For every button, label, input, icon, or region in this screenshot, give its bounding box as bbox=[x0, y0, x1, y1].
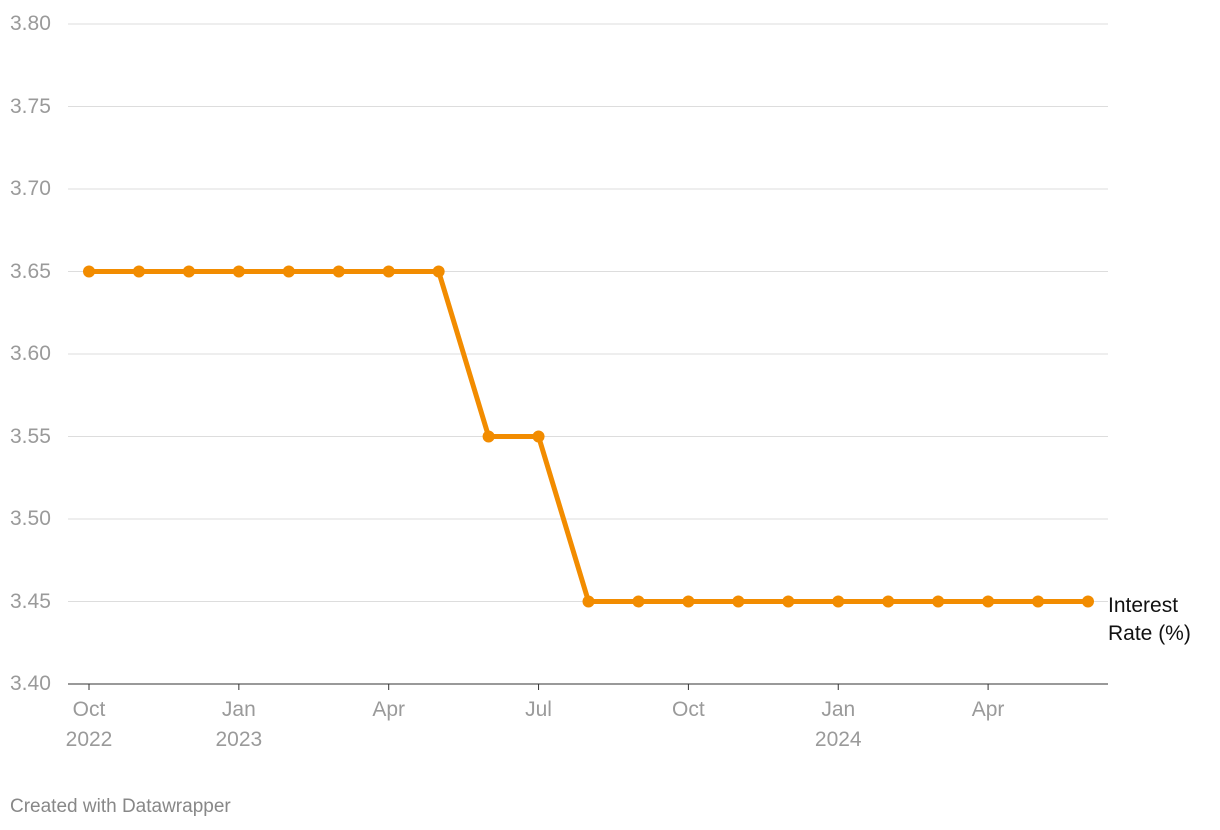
point bbox=[782, 595, 795, 608]
point bbox=[882, 595, 895, 608]
point bbox=[682, 595, 695, 608]
point bbox=[432, 265, 445, 278]
point bbox=[182, 265, 195, 278]
x-tick-label: Jul bbox=[525, 698, 552, 721]
y-tick-label: 3.45 bbox=[10, 589, 51, 613]
point bbox=[982, 595, 995, 608]
point bbox=[932, 595, 945, 608]
point bbox=[582, 595, 595, 608]
y-tick-label: 3.70 bbox=[10, 177, 51, 200]
point bbox=[482, 430, 495, 443]
y-tick-label: 3.55 bbox=[10, 424, 51, 448]
x-tick-label: Jan 2023 bbox=[215, 698, 263, 751]
point bbox=[1032, 595, 1045, 608]
point bbox=[532, 430, 545, 443]
point bbox=[232, 265, 245, 278]
series-label: Interest Rate (%) bbox=[1108, 593, 1191, 645]
y-tick-label: 3.75 bbox=[10, 94, 51, 118]
x-tick-label: Apr bbox=[372, 698, 406, 721]
x-tick-label: Oct 2022 bbox=[65, 698, 113, 751]
point bbox=[382, 265, 395, 278]
y-tick-label: 3.50 bbox=[10, 507, 51, 530]
point bbox=[332, 265, 345, 278]
x-tick-label: Oct bbox=[672, 698, 705, 721]
y-tick-label: 3.80 bbox=[10, 12, 51, 35]
point bbox=[732, 595, 745, 608]
point bbox=[632, 595, 645, 608]
y-tick-label: 3.40 bbox=[10, 672, 51, 695]
x-tick-label: Jan 2024 bbox=[814, 698, 862, 751]
point bbox=[832, 595, 845, 608]
point bbox=[282, 265, 295, 278]
point bbox=[83, 265, 95, 278]
y-tick-label: 3.65 bbox=[10, 259, 51, 283]
y-tick-label: 3.60 bbox=[10, 342, 51, 365]
footer: Created with Datawrapper bbox=[10, 796, 231, 817]
x-tick-label: Apr bbox=[971, 698, 1005, 721]
point bbox=[132, 265, 145, 278]
point bbox=[1082, 595, 1094, 608]
